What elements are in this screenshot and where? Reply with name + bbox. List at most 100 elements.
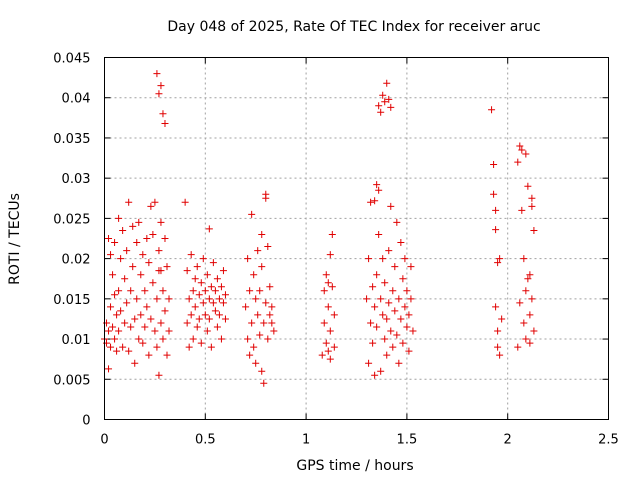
y-tick-labels: 0 0.005 0.01 0.015 0.02 0.025 0.03 0.035 0.04 0.0… xyxy=(53,52,90,429)
data-point xyxy=(135,218,143,226)
x-tick-label: 1.5 xyxy=(397,433,418,448)
data-point xyxy=(183,319,191,327)
data-point xyxy=(373,181,381,189)
data-point xyxy=(211,307,219,315)
data-point xyxy=(199,255,207,263)
data-point xyxy=(155,90,163,98)
data-point xyxy=(397,239,405,247)
data-point xyxy=(165,327,173,335)
data-point xyxy=(163,263,171,271)
data-point xyxy=(383,351,391,359)
data-point xyxy=(516,299,524,307)
data-point xyxy=(395,295,403,303)
data-point xyxy=(159,287,167,295)
data-point xyxy=(389,343,397,351)
data-point xyxy=(498,315,506,323)
data-point xyxy=(199,299,207,307)
data-point xyxy=(530,226,538,234)
data-point xyxy=(105,327,113,335)
data-point xyxy=(129,222,137,230)
data-point xyxy=(526,271,534,279)
data-point xyxy=(328,283,336,291)
data-point xyxy=(258,230,266,238)
data-point xyxy=(215,311,223,319)
data-point xyxy=(119,226,127,234)
data-point xyxy=(514,343,522,351)
data-point xyxy=(242,303,250,311)
data-point xyxy=(211,287,219,295)
data-point xyxy=(260,379,268,387)
data-point xyxy=(528,194,536,202)
data-point xyxy=(161,235,169,242)
data-point xyxy=(143,235,151,242)
data-point xyxy=(256,287,264,295)
data-point xyxy=(252,295,260,303)
data-point xyxy=(524,182,532,190)
data-point xyxy=(161,307,169,315)
y-tick-label: 0.035 xyxy=(53,132,90,147)
data-point xyxy=(121,275,129,283)
data-point xyxy=(254,247,262,255)
data-point xyxy=(262,190,270,198)
data-point xyxy=(264,243,272,251)
data-point xyxy=(155,371,163,379)
data-point xyxy=(383,79,391,87)
y-tick-label: 0 xyxy=(82,414,90,429)
data-point xyxy=(405,347,413,355)
data-point xyxy=(127,323,135,331)
data-point xyxy=(492,303,500,311)
data-point xyxy=(375,102,383,110)
x-axis-label: GPS time / hours xyxy=(296,458,413,474)
data-point xyxy=(137,271,145,279)
data-point xyxy=(264,335,272,343)
data-point xyxy=(221,315,229,323)
y-tick-label: 0.015 xyxy=(53,293,90,308)
data-point xyxy=(383,315,391,323)
data-point xyxy=(518,146,526,154)
data-point xyxy=(318,351,326,359)
data-point xyxy=(399,275,407,283)
data-point xyxy=(123,299,131,307)
data-point xyxy=(244,255,252,263)
data-point xyxy=(526,311,534,319)
data-point xyxy=(492,226,500,234)
data-point xyxy=(246,287,254,295)
data-point xyxy=(149,279,157,287)
data-point xyxy=(407,295,415,303)
data-point xyxy=(250,343,258,351)
data-point xyxy=(387,327,395,335)
data-point xyxy=(111,291,119,299)
y-axis-label: ROTI / TECUs xyxy=(7,193,23,285)
data-point xyxy=(530,327,538,335)
data-point xyxy=(328,230,336,238)
data-point xyxy=(127,287,135,295)
data-point xyxy=(121,319,129,327)
data-point xyxy=(117,255,125,263)
data-point xyxy=(365,359,373,367)
data-point xyxy=(381,335,389,343)
data-point xyxy=(135,335,143,343)
data-point xyxy=(107,251,115,259)
data-point xyxy=(270,327,278,335)
data-point xyxy=(248,210,256,218)
data-point xyxy=(496,255,504,263)
data-point xyxy=(379,311,387,319)
data-point xyxy=(125,198,133,206)
data-point xyxy=(367,319,375,327)
data-point xyxy=(387,202,395,210)
data-point xyxy=(191,275,199,283)
data-point xyxy=(141,323,149,331)
data-point xyxy=(494,259,502,267)
data-point xyxy=(516,142,524,150)
data-point xyxy=(365,255,373,263)
y-tick-label: 0.025 xyxy=(53,212,90,227)
y-tick-label: 0.03 xyxy=(62,172,91,187)
data-point xyxy=(528,295,536,303)
data-point xyxy=(183,267,191,275)
data-point xyxy=(193,263,201,271)
data-points xyxy=(101,70,538,387)
data-point xyxy=(153,295,161,303)
data-point xyxy=(393,331,401,339)
data-point xyxy=(185,295,193,303)
